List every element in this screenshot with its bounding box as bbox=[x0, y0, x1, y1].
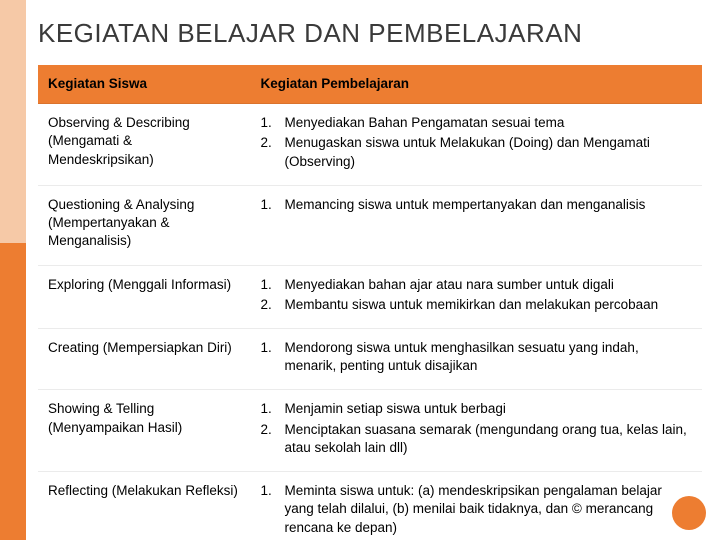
content-area: KEGIATAN BELAJAR DAN PEMBELAJARAN Kegiat… bbox=[38, 18, 702, 540]
list-number: 1. bbox=[260, 339, 278, 375]
list-text: Meminta siswa untuk: (a) mendeskripsikan… bbox=[284, 482, 692, 537]
list-item: 2.Menciptakan suasana semarak (mengundan… bbox=[260, 421, 692, 457]
list-number: 1. bbox=[260, 276, 278, 294]
col-header-siswa: Kegiatan Siswa bbox=[38, 65, 250, 104]
table-body: Observing & Describing (Mengamati & Mend… bbox=[38, 104, 702, 540]
table-row: Showing & Telling (Menyampaikan Hasil) 1.… bbox=[38, 390, 702, 472]
left-accent-bar bbox=[0, 0, 26, 540]
cell-pembelajaran: 1.Mendorong siswa untuk menghasilkan ses… bbox=[250, 328, 702, 389]
col-header-pembelajaran: Kegiatan Pembelajaran bbox=[250, 65, 702, 104]
list-text: Mendorong siswa untuk menghasilkan sesua… bbox=[284, 339, 692, 375]
cell-siswa: Reflecting (Melakukan Refleksi) bbox=[38, 472, 250, 540]
table-row: Questioning & Analysing (Mempertanyakan … bbox=[38, 185, 702, 265]
table-row: Exploring (Menggali Informasi) 1. Menyedia… bbox=[38, 265, 702, 328]
list-number: 1. bbox=[260, 114, 278, 132]
slide-number-badge bbox=[672, 496, 706, 530]
list-item: 1. Memancing siswa untuk mempertanyakan d… bbox=[260, 196, 692, 214]
cell-pembelajaran: 1. Menyediakan Bahan Pengamatan sesuai te… bbox=[250, 104, 702, 186]
list-item: 1. Menjamin setiap siswa untuk berbagi bbox=[260, 400, 692, 418]
list-text: Menyediakan Bahan Pengamatan sesuai tema bbox=[284, 114, 564, 132]
cell-pembelajaran: 1. Memancing siswa untuk mempertanyakan d… bbox=[250, 185, 702, 265]
list-text: Menjamin setiap siswa untuk berbagi bbox=[284, 400, 505, 418]
list-number: 2. bbox=[260, 134, 278, 170]
list-text: Menugaskan siswa untuk Melakukan (Doing)… bbox=[284, 134, 692, 170]
list-item: 2.Menugaskan siswa untuk Melakukan (Doin… bbox=[260, 134, 692, 170]
cell-siswa: Exploring (Menggali Informasi) bbox=[38, 265, 250, 328]
cell-pembelajaran: 1. Menyediakan bahan ajar atau nara sumbe… bbox=[250, 265, 702, 328]
cell-pembelajaran: 1. Menjamin setiap siswa untuk berbagi 2.M… bbox=[250, 390, 702, 472]
list-item: 1.Meminta siswa untuk: (a) mendeskripsik… bbox=[260, 482, 692, 537]
slide: KEGIATAN BELAJAR DAN PEMBELAJARAN Kegiat… bbox=[0, 0, 720, 540]
list-number: 1. bbox=[260, 482, 278, 537]
list-item: 1. Menyediakan bahan ajar atau nara sumbe… bbox=[260, 276, 692, 294]
list-text: Membantu siswa untuk memikirkan dan mela… bbox=[284, 296, 658, 314]
cell-siswa: Questioning & Analysing (Mempertanyakan … bbox=[38, 185, 250, 265]
table-row: Observing & Describing (Mengamati & Mend… bbox=[38, 104, 702, 186]
page-title: KEGIATAN BELAJAR DAN PEMBELAJARAN bbox=[38, 18, 702, 49]
list-text: Memancing siswa untuk mempertanyakan dan… bbox=[284, 196, 645, 214]
list-number: 2. bbox=[260, 296, 278, 314]
table-row: Reflecting (Melakukan Refleksi)1.Meminta… bbox=[38, 472, 702, 540]
list-text: Menyediakan bahan ajar atau nara sumber … bbox=[284, 276, 613, 294]
table-row: Creating (Mempersiapkan Diri) 1.Mendorong… bbox=[38, 328, 702, 389]
list-item: 2. Membantu siswa untuk memikirkan dan me… bbox=[260, 296, 692, 314]
cell-siswa: Observing & Describing (Mengamati & Mend… bbox=[38, 104, 250, 186]
list-item: 1.Mendorong siswa untuk menghasilkan ses… bbox=[260, 339, 692, 375]
list-number: 1. bbox=[260, 196, 278, 214]
list-item: 1. Menyediakan Bahan Pengamatan sesuai te… bbox=[260, 114, 692, 132]
list-text: Menciptakan suasana semarak (mengundang … bbox=[284, 421, 692, 457]
cell-siswa: Showing & Telling (Menyampaikan Hasil) bbox=[38, 390, 250, 472]
list-number: 2. bbox=[260, 421, 278, 457]
cell-pembelajaran: 1.Meminta siswa untuk: (a) mendeskripsik… bbox=[250, 472, 702, 540]
list-number: 1. bbox=[260, 400, 278, 418]
activity-table: Kegiatan Siswa Kegiatan Pembelajaran Obs… bbox=[38, 65, 702, 540]
table-header-row: Kegiatan Siswa Kegiatan Pembelajaran bbox=[38, 65, 702, 104]
cell-siswa: Creating (Mempersiapkan Diri) bbox=[38, 328, 250, 389]
